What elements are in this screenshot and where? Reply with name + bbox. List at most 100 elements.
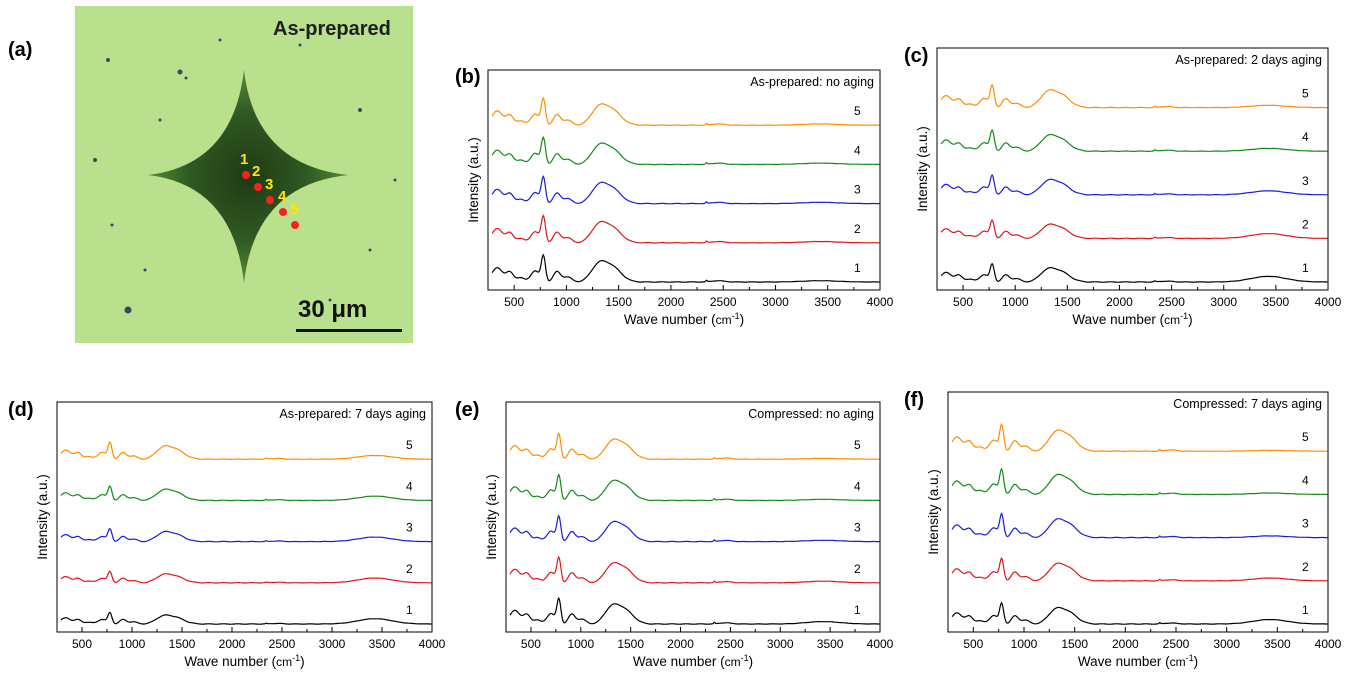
series-line-1 [509,596,880,625]
x-tick-label: 4000 [1315,295,1342,309]
x-axis-label: Wave number (cm-1) [633,653,753,669]
plot-frame [487,69,881,291]
series-label-1: 1 [1302,603,1309,617]
x-tick-label: 2500 [717,637,744,651]
x-tick-label: 1500 [1054,295,1081,309]
micrograph-panel: (a) 1 2 3 4 5 As-prepared 30 μm [8,6,413,343]
series-label-5: 5 [854,104,861,118]
x-tick-label: 2500 [710,295,737,309]
plot-frame [936,47,1329,291]
series-label-3: 3 [1302,517,1309,531]
series-line-5 [509,431,880,461]
series-label-5: 5 [1302,430,1309,444]
y-axis-label: Intensity (a.u.) [35,474,50,560]
x-axis-label: Wave number (cm-1) [1072,311,1192,327]
panel-label-d: (d) [8,399,34,421]
probe-label-5: 5 [290,201,298,218]
micrograph-title: As-prepared [273,18,391,40]
x-axis-label: Wave number (cm-1) [184,653,304,669]
series-line-2 [60,570,432,584]
series-label-4: 4 [854,479,861,493]
x-tick-label: 3000 [762,295,789,309]
scale-bar [296,329,402,332]
x-tick-label: 500 [953,295,973,309]
series-line-2 [491,214,880,244]
x-tick-label: 1000 [1002,295,1029,309]
y-axis-label: Intensity (a.u.) [484,474,499,560]
series-line-1 [940,262,1328,283]
x-tick-label: 3500 [1263,295,1290,309]
series-label-5: 5 [854,438,861,452]
series-line-5 [951,422,1328,452]
series-label-2: 2 [854,222,861,236]
x-tick-label: 1500 [605,295,632,309]
series-label-1: 1 [854,603,861,617]
panel-label-e: (e) [455,399,479,421]
series-label-2: 2 [854,562,861,576]
probe-point-3 [266,196,274,204]
series-line-5 [940,83,1328,109]
x-tick-label: 2000 [1112,637,1139,651]
x-tick-label: 3500 [1264,637,1291,651]
series-line-3 [491,174,880,205]
spectrum-panel-c: (c) As-prepared: 2 days aging 500 1000 1500 2… [904,45,1342,327]
series-line-4 [951,467,1328,496]
series-line-5 [60,440,432,461]
series-label-4: 4 [854,143,861,157]
x-tick-label: 1500 [617,637,644,651]
x-tick-label: 500 [504,295,524,309]
series-label-1: 1 [1302,261,1309,275]
x-tick-label: 3000 [1213,637,1240,651]
series-line-2 [509,555,880,584]
probe-point-5 [291,221,299,229]
probe-point-1 [242,171,250,179]
series-line-3 [509,514,880,543]
series-label-3: 3 [854,521,861,535]
x-tick-label: 4000 [419,637,446,651]
x-tick-label: 1500 [169,637,196,651]
y-axis-label: Intensity (a.u.) [926,469,941,555]
x-tick-label: 1500 [1061,637,1088,651]
chart-title: As-prepared: 7 days aging [279,407,426,421]
x-tick-label: 2000 [658,295,685,309]
panel-label-a: (a) [8,39,32,61]
chart-title: Compressed: no aging [748,407,874,421]
x-tick-label: 3000 [1210,295,1237,309]
chart-title: Compressed: 7 days aging [1173,397,1322,411]
series-line-3 [951,512,1328,539]
x-tick-label: 2000 [667,637,694,651]
x-tick-label: 2500 [1163,637,1190,651]
x-tick-label: 500 [72,637,92,651]
x-tick-label: 1000 [553,295,580,309]
plot-frame [505,401,881,633]
series-label-4: 4 [1302,130,1309,144]
spectrum-panel-d: (d) As-prepared: 7 days aging 500 1000 1500 2… [8,399,446,669]
series-label-3: 3 [406,521,413,535]
x-tick-label: 500 [963,637,983,651]
y-axis-label: Intensity (a.u.) [915,126,930,212]
series-label-4: 4 [1302,473,1309,487]
spectrum-panel-f: (f) Compressed: 7 days aging 500 1000 1500 20… [904,389,1342,669]
scale-bar-label: 30 μm [298,296,367,323]
x-tick-label: 3500 [817,637,844,651]
micrograph-specks [93,38,397,314]
x-tick-label: 3500 [369,637,396,651]
plot-frame [947,391,1329,633]
series-line-3 [60,527,432,543]
series-line-1 [60,611,432,625]
spectrum-panel-b: (b) As-prepared: no aging 500 1000 1500 2000 2… [455,66,894,327]
chart-title: As-prepared: 2 days aging [1175,53,1322,67]
series-line-2 [951,556,1328,582]
series-line-2 [940,219,1328,240]
series-label-3: 3 [854,183,861,197]
series-label-2: 2 [406,562,413,576]
series-label-5: 5 [1302,87,1309,101]
probe-label-3: 3 [265,176,273,193]
x-tick-label: 4000 [867,295,894,309]
series-line-4 [509,473,880,502]
series-label-2: 2 [1302,560,1309,574]
x-tick-label: 3000 [767,637,794,651]
